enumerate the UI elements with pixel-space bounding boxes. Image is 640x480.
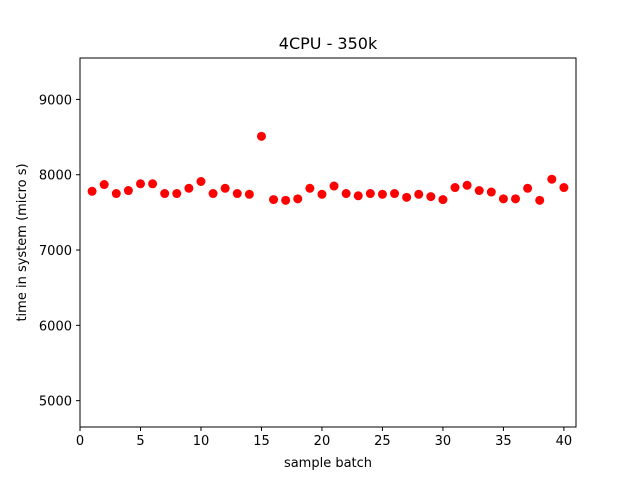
data-point (123, 186, 133, 196)
data-point (305, 183, 315, 193)
y-axis-label: time in system (micro s) (15, 163, 30, 321)
data-point (293, 194, 303, 204)
data-point (486, 187, 496, 197)
data-point (353, 191, 363, 201)
y-tick-label: 6000 (39, 319, 72, 334)
data-point (523, 183, 533, 193)
x-tick-label: 5 (136, 434, 144, 449)
plot-area (79, 57, 577, 428)
data-point (462, 180, 472, 190)
data-point (414, 189, 424, 199)
data-point (172, 189, 182, 199)
data-point (365, 189, 375, 199)
data-points (87, 131, 569, 205)
data-point (135, 179, 145, 189)
data-point (232, 189, 242, 199)
data-point (317, 189, 327, 199)
data-point (450, 183, 460, 193)
data-point (160, 189, 170, 199)
data-point (196, 177, 206, 187)
x-tick-label: 20 (314, 434, 331, 449)
data-point (535, 195, 545, 205)
data-point (244, 189, 254, 199)
data-point (329, 181, 339, 191)
x-tick-label: 15 (253, 434, 270, 449)
data-point (87, 186, 97, 196)
x-tick-label: 25 (374, 434, 391, 449)
data-point (559, 183, 569, 193)
x-axis-label: sample batch (284, 456, 372, 471)
data-point (498, 194, 508, 204)
data-point (256, 131, 266, 141)
x-tick-label: 10 (193, 434, 210, 449)
data-point (220, 183, 230, 193)
data-point (148, 179, 158, 189)
data-point (269, 195, 279, 205)
x-axis: 0 5 10 15 20 25 30 35 40 (76, 427, 572, 449)
y-axis: 5000 6000 7000 8000 9000 (39, 93, 80, 410)
data-point (99, 180, 109, 190)
y-tick-label: 9000 (39, 93, 72, 108)
x-tick-label: 0 (76, 434, 84, 449)
y-tick-label: 8000 (39, 169, 72, 184)
x-tick-label: 35 (495, 434, 512, 449)
y-tick-label: 7000 (39, 244, 72, 259)
data-point (281, 195, 291, 205)
data-point (341, 189, 351, 199)
data-point (208, 189, 218, 199)
data-point (438, 195, 448, 205)
data-point (426, 192, 436, 202)
data-point (547, 174, 557, 184)
data-point (111, 189, 121, 199)
data-point (184, 183, 194, 193)
data-point (474, 186, 484, 196)
data-point (402, 192, 412, 202)
data-point (511, 194, 521, 204)
data-point (377, 189, 387, 199)
data-point (390, 189, 400, 199)
x-tick-label: 30 (435, 434, 452, 449)
chart-title: 4CPU - 350k (279, 34, 378, 53)
y-tick-label: 5000 (39, 395, 72, 410)
x-tick-label: 40 (556, 434, 573, 449)
